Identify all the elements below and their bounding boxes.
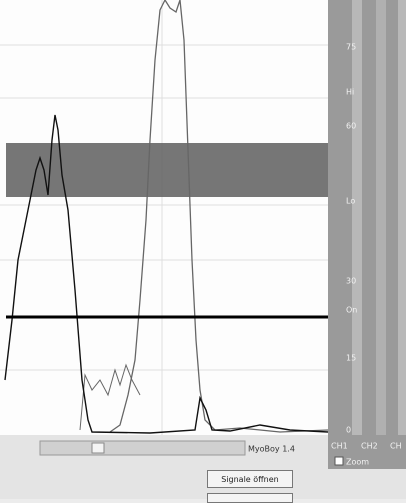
scroll-thumb[interactable] (91, 442, 105, 454)
signal-ch1 (4, 114, 329, 434)
channel-label: CH (390, 442, 402, 451)
channel-label: CH1 (331, 442, 348, 451)
app-version: MyoBoy 1.4 (248, 445, 295, 454)
level-bar (376, 0, 386, 435)
scale-label: 30 (346, 277, 356, 286)
plot-area (0, 0, 328, 435)
scale-label: Hi (346, 88, 354, 97)
scale-label: 0 (346, 426, 351, 435)
scale-label: 60 (346, 122, 356, 131)
level-bar (352, 0, 362, 435)
signal-ch2-noise (79, 363, 141, 431)
level-bar (398, 0, 406, 435)
scale-label: Lo (346, 197, 355, 206)
scale-label: 15 (346, 354, 356, 363)
button[interactable] (207, 493, 293, 503)
zoom-checkbox[interactable] (334, 456, 344, 466)
scale-label: On (346, 306, 357, 315)
channel-label: CH2 (361, 442, 378, 451)
grid (0, 0, 328, 435)
scrollbar[interactable] (39, 440, 246, 456)
zoom-label: Zoom (346, 458, 369, 467)
scale-label: 75 (346, 43, 356, 52)
open-signals-button[interactable]: Signale öffnen (207, 470, 293, 488)
level-panel (328, 0, 406, 435)
signal-ch2 (109, 0, 329, 433)
